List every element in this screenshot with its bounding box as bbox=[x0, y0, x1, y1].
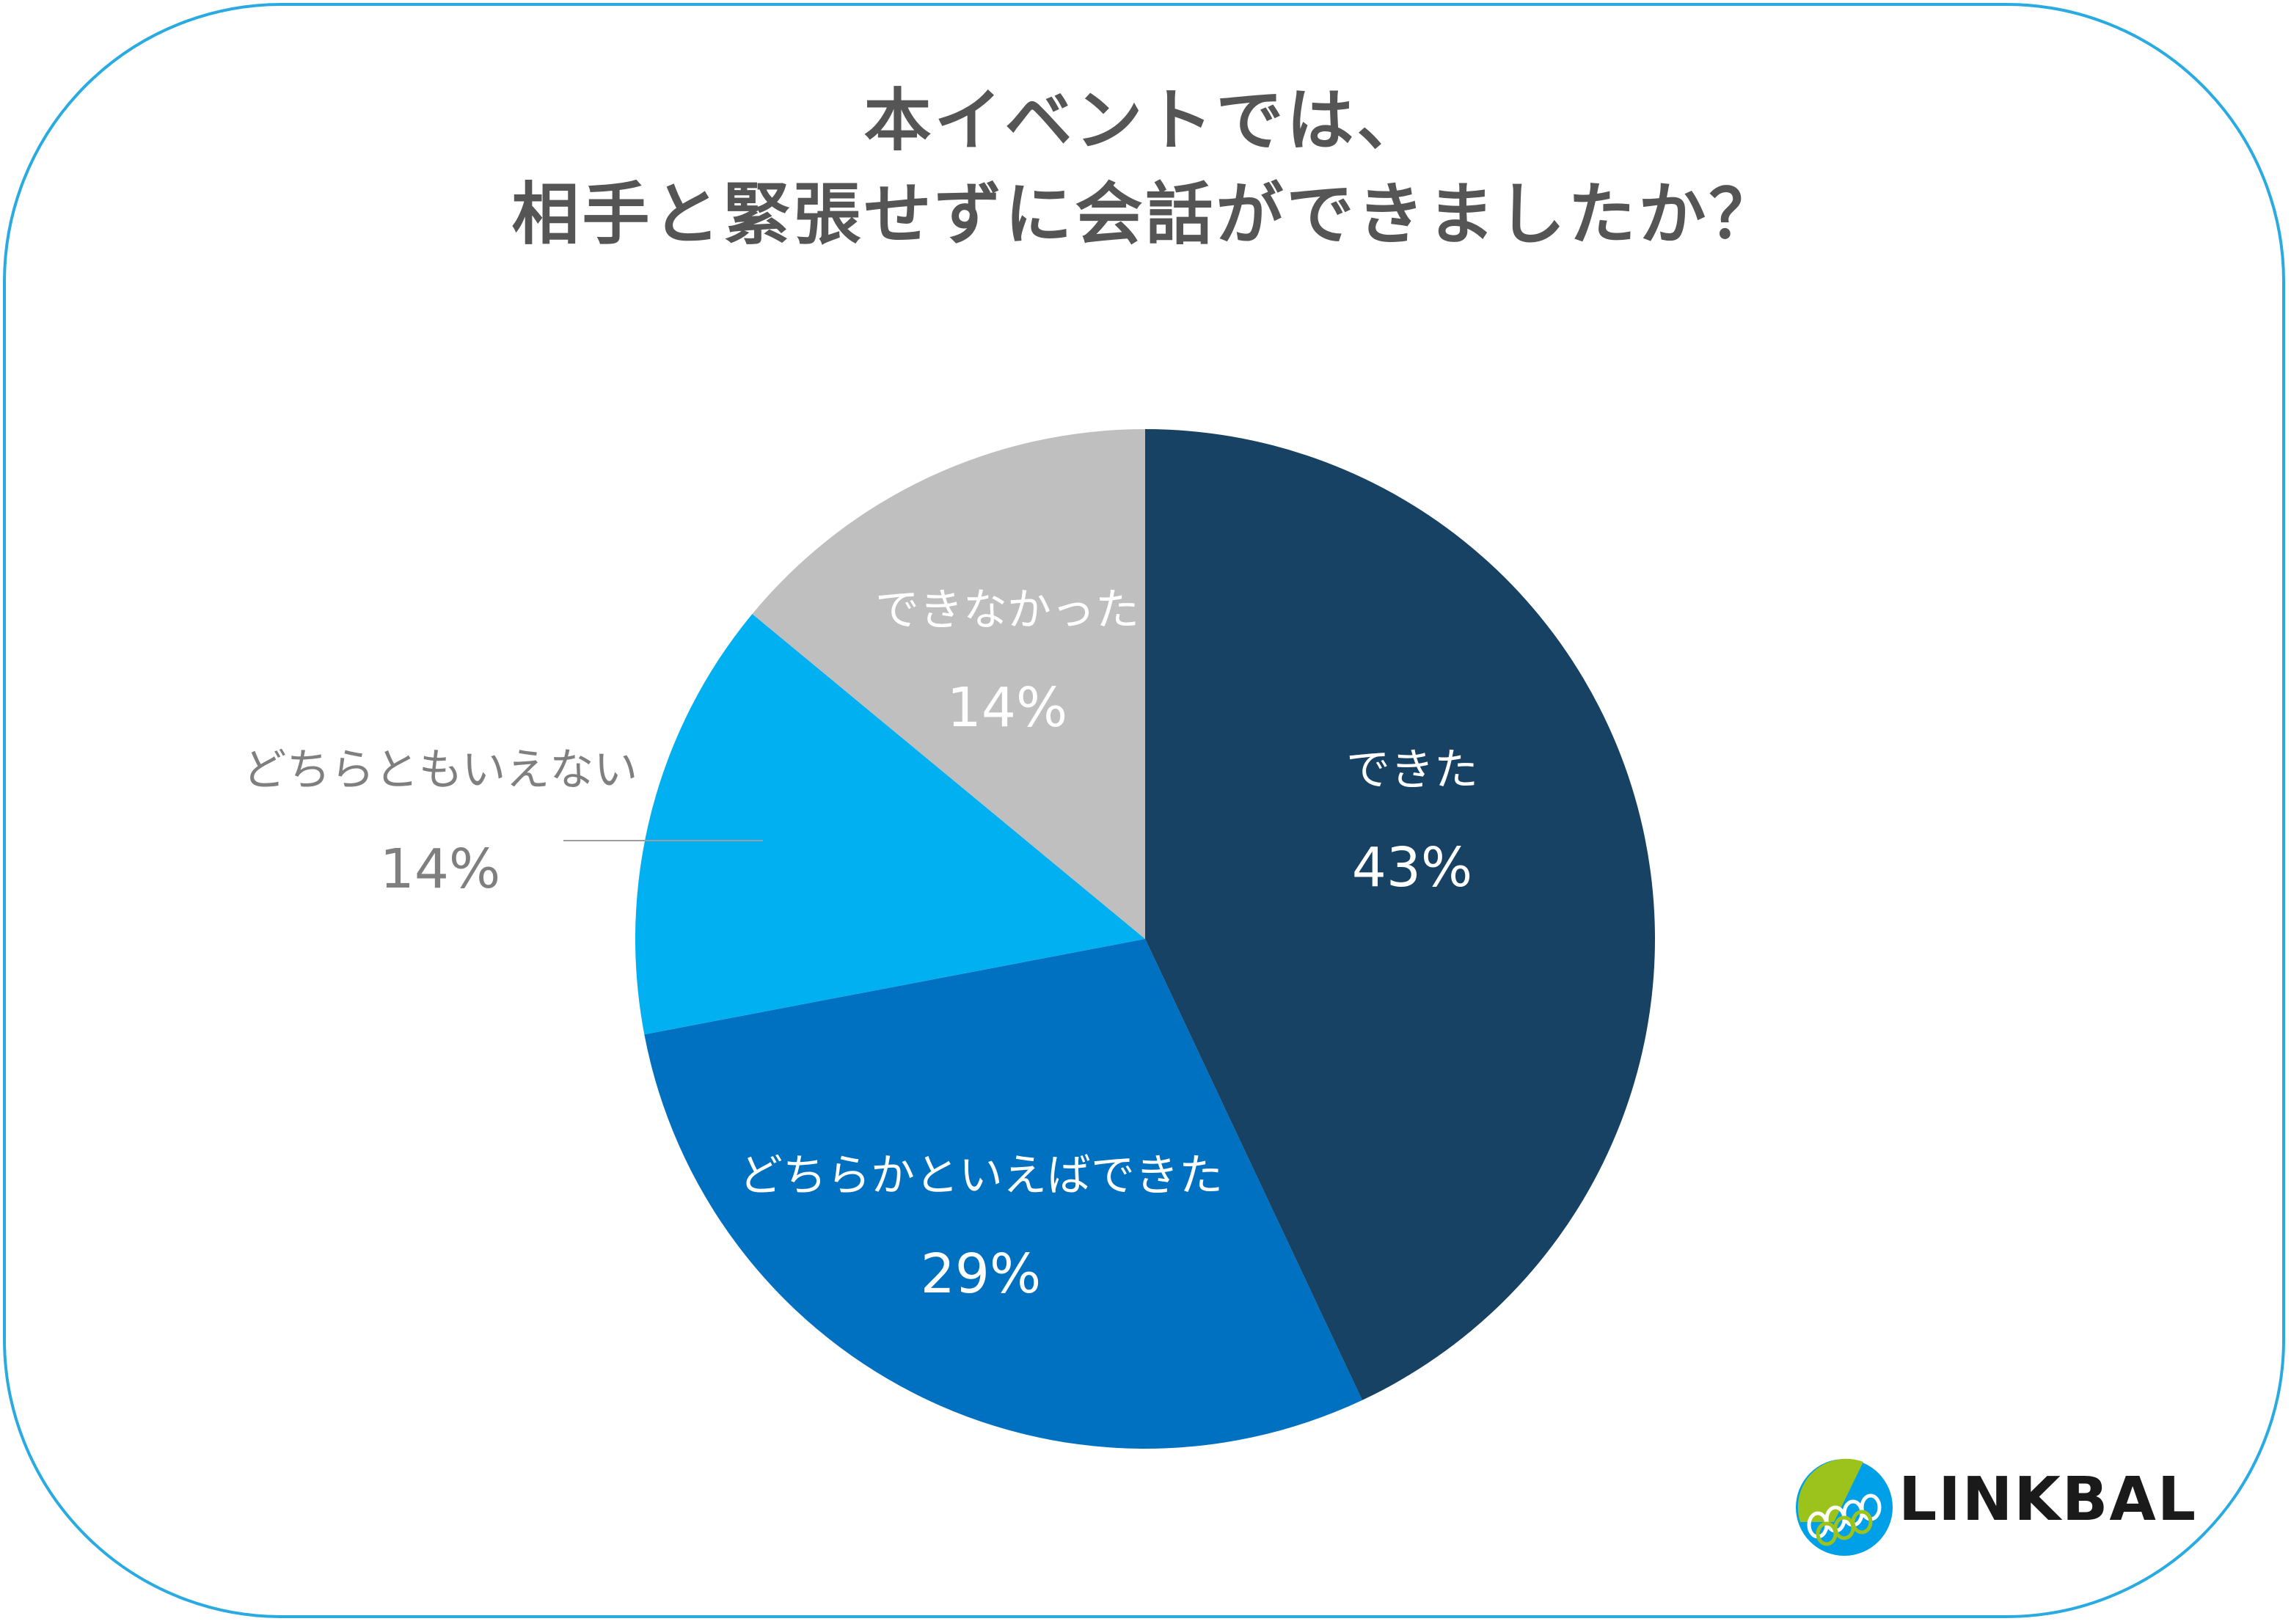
slice-label-dochiraka-dekita: どちらかといえばできた bbox=[739, 1150, 1223, 1201]
pie-slice-dekita bbox=[1145, 429, 1656, 1400]
slice-label-dekita: できた bbox=[1346, 745, 1478, 796]
slice-label-dekinakatta: できなかった bbox=[875, 585, 1139, 636]
logo-wordmark: LINKBAL bbox=[1899, 1465, 2198, 1535]
chart-title-line-2: 相手と緊張せずに会話ができましたか？ bbox=[511, 175, 1780, 254]
pie-slice-dochiramo bbox=[635, 613, 1145, 1035]
slice-label-dochiramo: どちらともいえない bbox=[243, 745, 638, 796]
pie-slice-dekinakatta bbox=[752, 429, 1145, 939]
linkbal-logo-icon bbox=[1796, 1458, 1893, 1556]
pie-slice-dochiraka-dekita bbox=[644, 939, 1362, 1449]
linkbal-logo: LINKBAL bbox=[1790, 1449, 2215, 1566]
slice-value-dekinakatta: 14% bbox=[947, 676, 1067, 739]
chart-title-line-1: 本イベントでは、 bbox=[863, 81, 1428, 160]
slice-value-dochiramo: 14% bbox=[380, 838, 500, 901]
slice-value-dochiraka-dekita: 29% bbox=[921, 1243, 1041, 1306]
slice-value-dekita: 43% bbox=[1352, 836, 1472, 899]
card-frame bbox=[3, 3, 2285, 1618]
